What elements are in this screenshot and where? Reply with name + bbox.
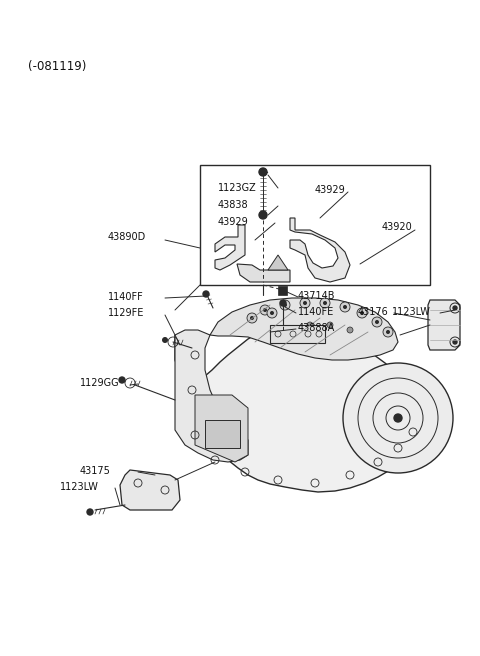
Text: 43838: 43838 xyxy=(218,200,249,210)
Circle shape xyxy=(300,298,310,308)
Polygon shape xyxy=(268,255,288,270)
Polygon shape xyxy=(210,298,398,360)
Circle shape xyxy=(287,327,293,333)
Circle shape xyxy=(307,322,313,328)
Circle shape xyxy=(375,320,379,324)
Text: 43714B: 43714B xyxy=(298,291,336,301)
Circle shape xyxy=(270,311,274,315)
Bar xyxy=(200,165,430,285)
Circle shape xyxy=(260,305,270,315)
Circle shape xyxy=(283,303,287,307)
Circle shape xyxy=(343,363,453,473)
Circle shape xyxy=(383,327,393,337)
Polygon shape xyxy=(120,470,180,510)
Circle shape xyxy=(280,300,286,306)
Polygon shape xyxy=(237,264,290,282)
Circle shape xyxy=(343,305,347,309)
Polygon shape xyxy=(428,300,460,350)
Circle shape xyxy=(263,308,267,312)
Text: 43175: 43175 xyxy=(80,466,111,476)
Text: 1123LW: 1123LW xyxy=(60,482,99,492)
Circle shape xyxy=(267,308,277,318)
Circle shape xyxy=(327,322,333,328)
Circle shape xyxy=(280,300,290,310)
Circle shape xyxy=(453,340,457,344)
Text: 1123LW: 1123LW xyxy=(392,307,431,317)
Circle shape xyxy=(247,313,257,323)
Circle shape xyxy=(347,327,353,333)
Circle shape xyxy=(259,211,267,219)
Text: 1140FF: 1140FF xyxy=(108,292,144,302)
Circle shape xyxy=(360,311,364,315)
Bar xyxy=(270,325,325,343)
Text: 1123GZ: 1123GZ xyxy=(218,183,257,193)
Circle shape xyxy=(340,302,350,312)
Text: (-081119): (-081119) xyxy=(28,60,86,73)
Circle shape xyxy=(357,308,367,318)
Polygon shape xyxy=(215,225,245,270)
Circle shape xyxy=(386,330,390,334)
Polygon shape xyxy=(175,330,248,462)
Circle shape xyxy=(87,509,93,515)
Text: 43920: 43920 xyxy=(382,222,413,232)
Text: 1129GG: 1129GG xyxy=(80,378,120,388)
Circle shape xyxy=(259,168,267,176)
Text: 43890D: 43890D xyxy=(108,232,146,242)
Circle shape xyxy=(323,301,327,305)
Bar xyxy=(278,286,287,295)
Circle shape xyxy=(162,337,168,343)
Circle shape xyxy=(119,377,125,383)
Text: 43888A: 43888A xyxy=(298,323,335,333)
Text: 43929: 43929 xyxy=(218,217,249,227)
Circle shape xyxy=(250,316,254,320)
Text: 43929: 43929 xyxy=(315,185,346,195)
Polygon shape xyxy=(195,395,248,462)
Circle shape xyxy=(320,298,330,308)
Polygon shape xyxy=(290,218,350,282)
Text: 43176: 43176 xyxy=(358,307,389,317)
Circle shape xyxy=(303,301,307,305)
Circle shape xyxy=(372,317,382,327)
Text: 1140FE: 1140FE xyxy=(298,307,334,317)
Polygon shape xyxy=(175,325,420,492)
Circle shape xyxy=(394,414,402,422)
Text: 1129FE: 1129FE xyxy=(108,308,144,318)
Circle shape xyxy=(453,306,457,310)
Bar xyxy=(205,420,240,448)
Circle shape xyxy=(203,291,209,297)
